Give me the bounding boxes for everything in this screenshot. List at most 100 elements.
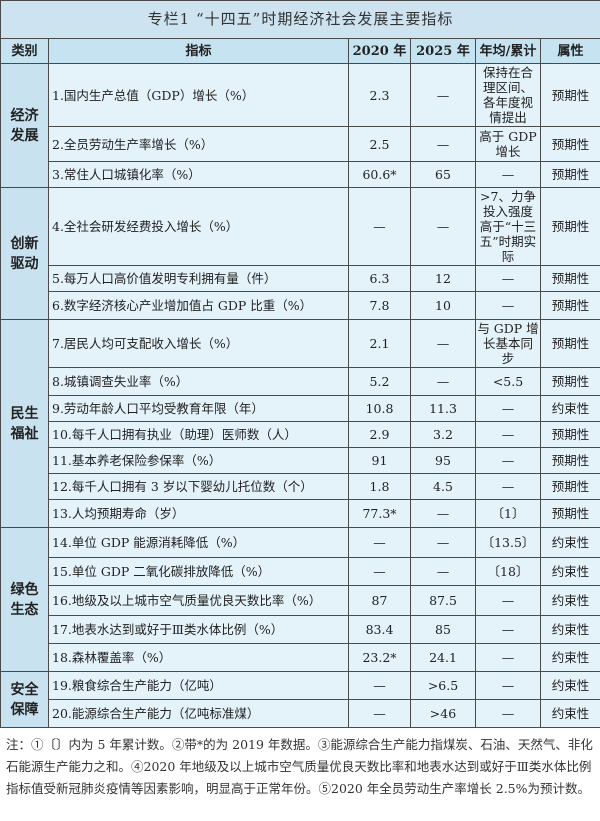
header-attribute: 属性: [540, 38, 600, 64]
value-2020-cell: 2.1: [348, 319, 411, 368]
attribute-cell: 约束性: [540, 527, 600, 558]
table-row: 9.劳动年龄人口平均受教育年限（年） 10.8 11.3— 约束性: [1, 395, 600, 422]
attribute-cell: 预期性: [540, 63, 600, 127]
annual-cumulative-cell: —: [475, 615, 541, 644]
value-2025-cell: >46: [410, 699, 476, 728]
table-row: 15.单位 GDP 二氧化碳排放降低（%） — — 〔18〕 约束性: [1, 557, 600, 586]
value-2025-cell: 95: [410, 447, 476, 474]
annual-cumulative-cell: —: [475, 699, 541, 728]
value-2025-cell: 4.5: [410, 473, 476, 500]
table-notes: 注：①〔〕内为 5 年累计数。②带*的为 2019 年数据。③能源综合生产能力指…: [6, 737, 593, 796]
annual-cumulative-cell: —: [475, 265, 541, 292]
annual-cumulative-cell: —: [475, 473, 541, 500]
value-2025-cell: —: [410, 367, 476, 396]
header-2020: 2020 年: [348, 38, 411, 64]
table-title: 专栏1 “十四五”时期经济社会发展主要指标: [0, 0, 600, 39]
value-2025-cell: —: [410, 527, 476, 558]
indicator-cell: 18.森林覆盖率（%）: [48, 643, 349, 672]
value-2020-cell: 77.3*: [348, 499, 411, 528]
indicator-cell: 11.基本养老保险参保率（%）: [48, 447, 349, 474]
value-2020-cell: 10.8: [348, 395, 411, 422]
value-2020-cell: 91: [348, 447, 411, 474]
category-cell: 创新 驱动: [0, 187, 49, 320]
value-2020-cell: 7.8: [348, 291, 411, 320]
indicator-cell: 14.单位 GDP 能源消耗降低（%）: [48, 527, 349, 558]
annual-cumulative-cell: 高于 GDP 增长: [475, 126, 541, 162]
value-2020-cell: —: [348, 699, 411, 728]
attribute-cell: 约束性: [540, 395, 600, 422]
value-2025-cell: —: [410, 126, 476, 162]
attribute-cell: 预期性: [540, 447, 600, 474]
indicator-cell: 5.每万人口高价值发明专利拥有量（件）: [48, 265, 349, 292]
attribute-cell: 约束性: [540, 643, 600, 672]
value-2025-cell: —: [410, 499, 476, 528]
value-2020-cell: 83.4: [348, 615, 411, 644]
value-2020-cell: —: [348, 187, 411, 266]
indicator-cell: 20.能源综合生产能力（亿吨标准煤）: [48, 699, 349, 728]
indicator-cell: 17.地表水达到或好于Ⅲ类水体比例（%）: [48, 615, 349, 644]
value-2025-cell: >6.5: [410, 671, 476, 700]
value-2020-cell: 1.8: [348, 473, 411, 500]
table-row: 绿色 生态 14.单位 GDP 能源消耗降低（%） — — 〔13.5〕 约束性: [0, 527, 600, 672]
value-2025-cell: 65: [410, 161, 476, 188]
table-row: 16.地级及以上城市空气质量优良天数比率（%） 87 87.5— 约束性: [1, 585, 600, 616]
indicator-table-panel: 专栏1 “十四五”时期经济社会发展主要指标 类别 指标 2020 年 2025 …: [0, 0, 600, 796]
attribute-cell: 约束性: [540, 699, 600, 728]
annual-cumulative-cell: —: [475, 291, 541, 320]
value-2025-cell: 85: [410, 615, 476, 644]
attribute-cell: 预期性: [540, 367, 600, 396]
indicator-table: 专栏1 “十四五”时期经济社会发展主要指标 类别 指标 2020 年 2025 …: [0, 0, 600, 728]
indicator-cell: 9.劳动年龄人口平均受教育年限（年）: [48, 395, 349, 422]
attribute-cell: 约束性: [540, 671, 600, 700]
value-2020-cell: 87: [348, 585, 411, 616]
indicator-cell: 6.数字经济核心产业增加值占 GDP 比重（%）: [48, 291, 349, 320]
value-2025-cell: 12: [410, 265, 476, 292]
annual-cumulative-cell: —: [475, 585, 541, 616]
indicator-cell: 1.国内生产总值（GDP）增长（%）: [48, 63, 349, 127]
attribute-cell: 约束性: [540, 557, 600, 586]
value-2020-cell: 60.6*: [348, 161, 411, 188]
value-2020-cell: —: [348, 671, 411, 700]
indicator-cell: 12.每千人口拥有 3 岁以下婴幼儿托位数（个）: [48, 473, 349, 500]
annual-cumulative-cell: —: [475, 447, 541, 474]
attribute-cell: 预期性: [540, 265, 600, 292]
table-row: 17.地表水达到或好于Ⅲ类水体比例（%） 83.4 85— 约束性: [1, 615, 600, 644]
indicator-cell: 4.全社会研发经费投入增长（%）: [48, 187, 349, 266]
attribute-cell: 预期性: [540, 291, 600, 320]
value-2020-cell: —: [348, 527, 411, 558]
annual-cumulative-cell: 与 GDP 增长基本同步: [475, 319, 541, 368]
table-row: 10.每千人口拥有执业（助理）医师数（人） 2.9 3.2— 预期性: [1, 421, 600, 448]
annual-cumulative-cell: —: [475, 643, 541, 672]
indicator-cell: 16.地级及以上城市空气质量优良天数比率（%）: [48, 585, 349, 616]
attribute-cell: 预期性: [540, 421, 600, 448]
attribute-cell: 预期性: [540, 161, 600, 188]
category-cell: 绿色 生态: [0, 527, 49, 672]
annual-cumulative-cell: 〔1〕: [475, 499, 541, 528]
annual-cumulative-cell: 〔13.5〕: [475, 527, 541, 558]
value-2020-cell: 2.9: [348, 421, 411, 448]
value-2020-cell: 6.3: [348, 265, 411, 292]
attribute-cell: 预期性: [540, 473, 600, 500]
value-2025-cell: —: [410, 319, 476, 368]
header-indicator: 指标: [48, 38, 349, 64]
table-row: 8.城镇调查失业率（%） 5.2— <5.5 预期性: [1, 367, 600, 396]
table-row: 13.人均预期寿命（岁） 77.3* — 〔1〕 预期性: [1, 499, 600, 528]
attribute-cell: 约束性: [540, 585, 600, 616]
annual-cumulative-cell: 保持在合理区间、各年度视情提出: [475, 63, 541, 127]
table-row: 11.基本养老保险参保率（%） 91 95— 预期性: [1, 447, 600, 474]
attribute-cell: 预期性: [540, 126, 600, 162]
table-row: 6.数字经济核心产业增加值占 GDP 比重（%） 7.8 10— 预期性: [1, 291, 600, 320]
header-annual-cumulative: 年均/累计: [475, 38, 541, 64]
value-2020-cell: 2.5: [348, 126, 411, 162]
annual-cumulative-cell: —: [475, 161, 541, 188]
category-cell: 经济 发展: [0, 63, 49, 188]
annual-cumulative-cell: —: [475, 671, 541, 700]
value-2025-cell: —: [410, 63, 476, 127]
annual-cumulative-cell: 〔18〕: [475, 557, 541, 586]
category-cell: 民生 福祉: [0, 319, 49, 528]
table-row: 民生 福祉 7.居民人均可支配收入增长（%） 2.1— 与 GDP 增长基本同步 预期性: [0, 319, 600, 528]
attribute-cell: 预期性: [540, 187, 600, 266]
indicator-cell: 8.城镇调查失业率（%）: [48, 367, 349, 396]
table-row: 安全 保障 19.粮食综合生产能力（亿吨） — >6.5— 约束性: [0, 671, 600, 728]
category-cell: 安全 保障: [0, 671, 49, 728]
